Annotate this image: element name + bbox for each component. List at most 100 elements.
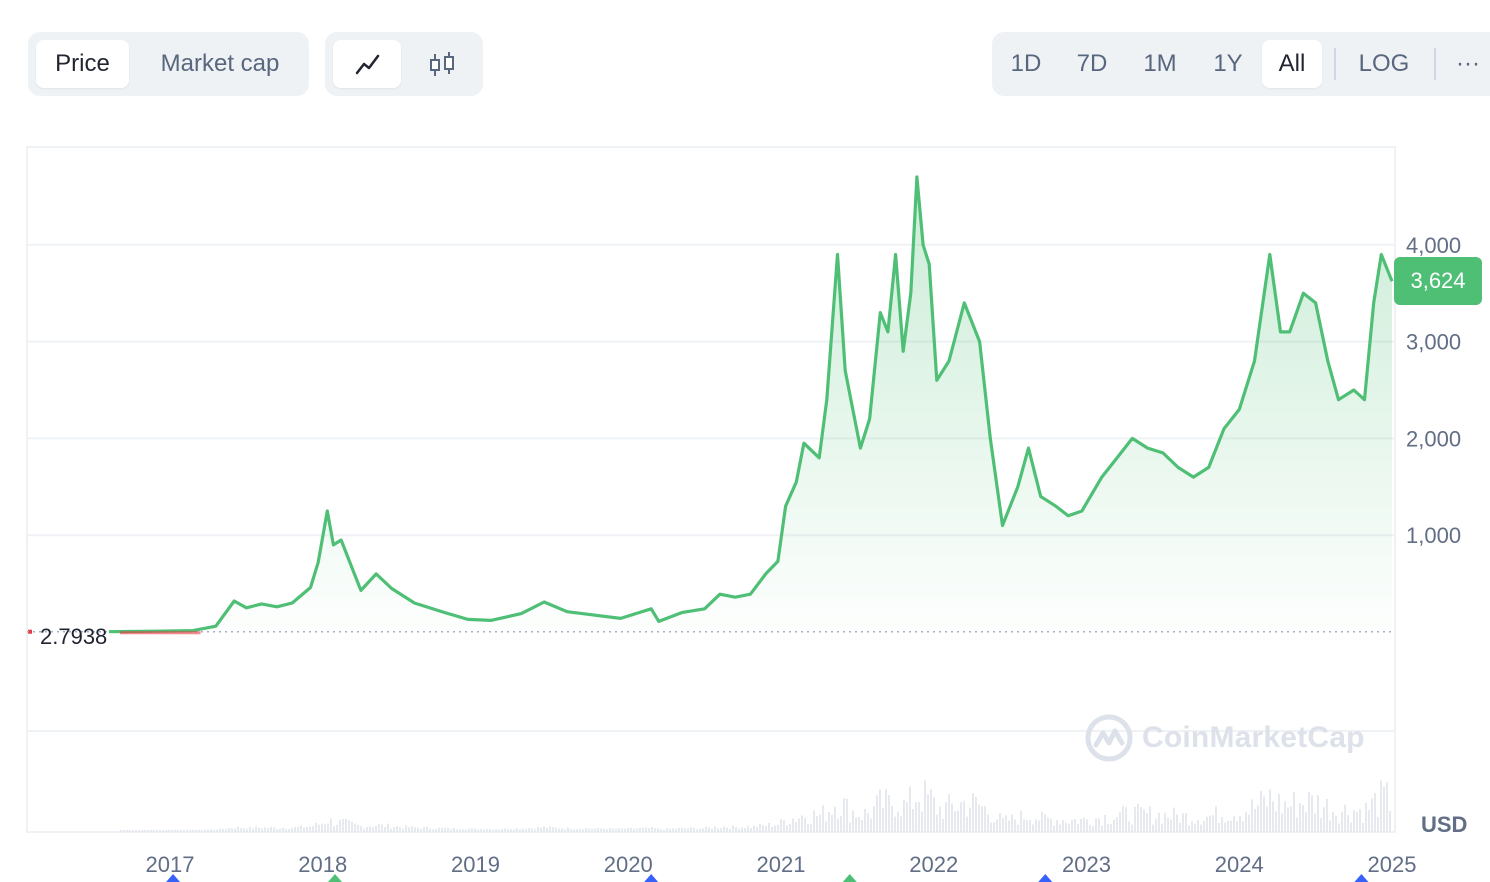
volume-bar bbox=[120, 829, 122, 832]
volume-bar bbox=[486, 829, 488, 832]
volume-bar bbox=[1197, 820, 1199, 832]
volume-bar bbox=[429, 828, 431, 832]
volume-bar bbox=[858, 817, 860, 832]
volume-bar bbox=[1143, 809, 1145, 832]
volume-bar bbox=[762, 825, 764, 832]
volume-bar bbox=[1317, 795, 1319, 832]
volume-bar bbox=[801, 815, 803, 832]
start-marker bbox=[28, 629, 32, 634]
volume-bar bbox=[351, 821, 353, 832]
volume-bar bbox=[918, 802, 920, 832]
volume-bar bbox=[1275, 811, 1277, 832]
volume-bar bbox=[375, 825, 377, 832]
volume-bar bbox=[216, 829, 218, 832]
tab-price[interactable]: Price bbox=[36, 40, 129, 88]
volume-bar bbox=[1302, 805, 1304, 832]
x-tick-label: 2019 bbox=[451, 852, 500, 877]
x-tick-label: 2022 bbox=[909, 852, 958, 877]
volume-bar bbox=[789, 823, 791, 832]
volume-bar bbox=[963, 800, 965, 832]
volume-bar bbox=[1239, 815, 1241, 832]
volume-bar bbox=[609, 828, 611, 832]
volume-bar bbox=[729, 828, 731, 832]
volume-bar bbox=[1002, 817, 1004, 832]
volume-bar bbox=[1026, 820, 1028, 832]
volume-bar bbox=[1248, 814, 1250, 832]
range-1m[interactable]: 1M bbox=[1143, 50, 1177, 77]
volume-bar bbox=[327, 823, 329, 832]
volume-bar bbox=[1281, 813, 1283, 832]
volume-bar bbox=[1344, 804, 1346, 832]
volume-bar bbox=[156, 829, 158, 832]
more-divider bbox=[1434, 48, 1436, 80]
volume-bar bbox=[768, 822, 770, 832]
volume-bar bbox=[243, 828, 245, 832]
volume-bar bbox=[786, 825, 788, 832]
more-options-button[interactable]: ··· bbox=[1456, 50, 1480, 77]
volume-bar bbox=[237, 826, 239, 832]
volume-bar bbox=[1362, 823, 1364, 832]
volume-bar bbox=[648, 828, 650, 832]
range-1d[interactable]: 1D bbox=[1010, 50, 1042, 77]
volume-bar bbox=[1107, 823, 1109, 832]
volume-bar bbox=[459, 829, 461, 832]
volume-bar bbox=[642, 827, 644, 832]
volume-bar bbox=[990, 822, 992, 832]
volume-bar bbox=[162, 829, 164, 832]
volume-bar bbox=[726, 827, 728, 832]
volume-bar bbox=[1194, 823, 1196, 832]
volume-bar bbox=[681, 827, 683, 832]
volume-bar bbox=[672, 828, 674, 832]
candlestick-icon bbox=[430, 52, 454, 76]
tab-market-cap[interactable]: Market cap bbox=[160, 50, 280, 77]
volume-bar bbox=[537, 827, 539, 832]
volume-bar bbox=[984, 806, 986, 832]
volume-bar bbox=[792, 818, 794, 832]
volume-bar bbox=[678, 828, 680, 832]
volume-bar bbox=[861, 820, 863, 832]
volume-bar bbox=[465, 829, 467, 832]
volume-bar bbox=[783, 820, 785, 832]
volume-bar bbox=[810, 823, 812, 832]
volume-bar bbox=[261, 828, 263, 832]
volume-bar bbox=[129, 829, 131, 832]
volume-bar bbox=[1038, 820, 1040, 832]
volume-bar bbox=[417, 827, 419, 832]
volume-bar bbox=[1050, 818, 1052, 832]
volume-bar bbox=[396, 826, 398, 832]
volume-bar bbox=[1293, 791, 1295, 832]
volume-bar bbox=[972, 793, 974, 832]
volume-bar bbox=[978, 804, 980, 832]
range-1y[interactable]: 1Y bbox=[1213, 50, 1243, 77]
volume-bar bbox=[1155, 818, 1157, 832]
log-scale-button[interactable]: LOG bbox=[1358, 50, 1410, 77]
volume-bar bbox=[879, 789, 881, 832]
volume-bar bbox=[1119, 812, 1121, 832]
volume-bar bbox=[1311, 795, 1313, 832]
volume-bar bbox=[1092, 826, 1094, 832]
event-marker-icon bbox=[644, 874, 659, 882]
volume-bar bbox=[1323, 807, 1325, 832]
volume-bar bbox=[576, 829, 578, 832]
line-chart-button[interactable] bbox=[333, 40, 401, 88]
volume-bar bbox=[876, 795, 878, 832]
chart-type-toggle: Price Market cap bbox=[28, 32, 309, 96]
volume-bar bbox=[1029, 820, 1031, 832]
range-7d[interactable]: 7D bbox=[1076, 50, 1108, 77]
volume-bar bbox=[186, 829, 188, 832]
volume-bar bbox=[315, 822, 317, 832]
volume-bar bbox=[1059, 824, 1061, 832]
volume-bar bbox=[1158, 812, 1160, 832]
candlestick-button[interactable] bbox=[409, 40, 475, 88]
volume-bar bbox=[927, 794, 929, 832]
volume-bar bbox=[321, 823, 323, 832]
volume-bar bbox=[1161, 823, 1163, 832]
volume-bar bbox=[675, 828, 677, 832]
volume-bar bbox=[951, 803, 953, 832]
volume-bar bbox=[1365, 802, 1367, 832]
volume-bar bbox=[1134, 806, 1136, 832]
x-tick-label: 2023 bbox=[1062, 852, 1111, 877]
range-all[interactable]: All bbox=[1262, 40, 1322, 88]
volume-bar bbox=[1383, 786, 1385, 832]
volume-bar bbox=[540, 827, 542, 832]
